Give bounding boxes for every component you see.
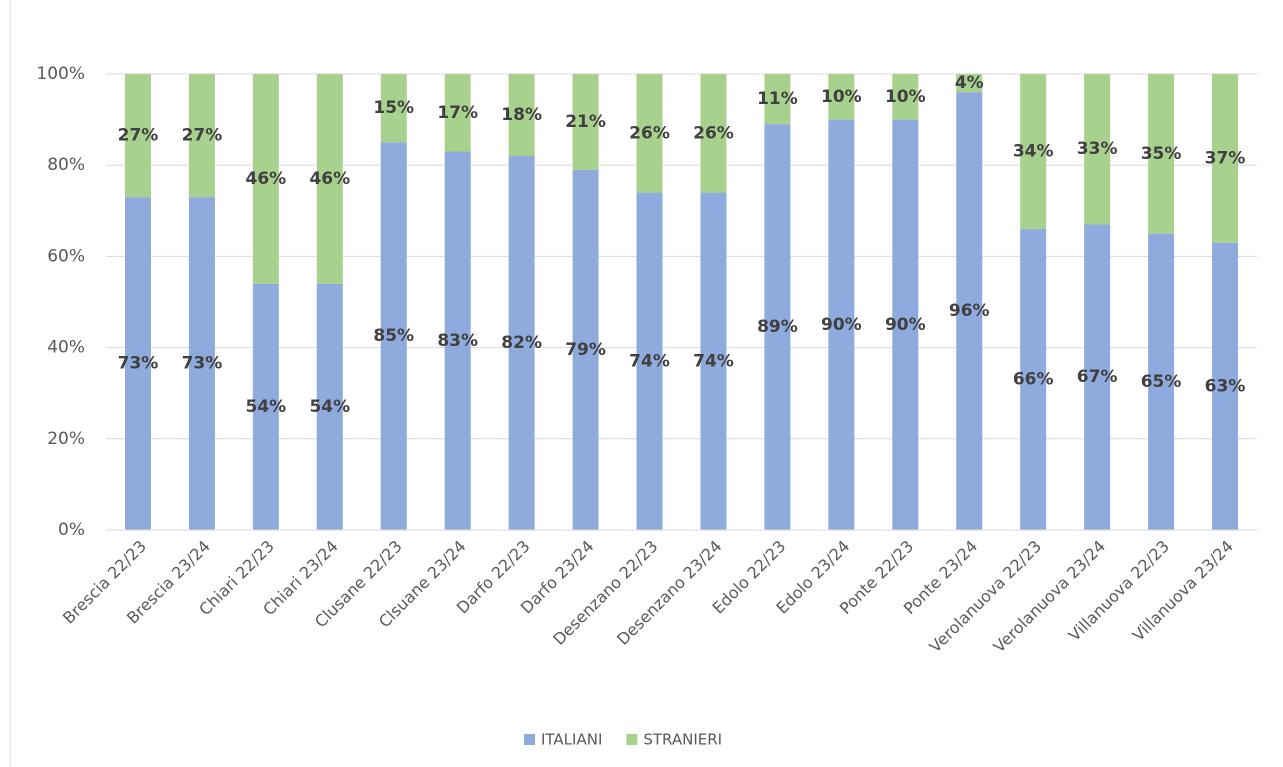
bar-segment xyxy=(124,74,151,198)
data-label: 37% xyxy=(1205,148,1246,168)
data-label: 35% xyxy=(1141,144,1182,164)
bar-segment xyxy=(508,74,535,157)
data-label: 11% xyxy=(757,89,798,109)
data-label: 83% xyxy=(437,331,478,351)
data-label: 46% xyxy=(246,169,287,189)
bar-segment xyxy=(764,74,791,125)
bar-segment xyxy=(572,74,599,170)
bar-segment xyxy=(764,124,791,530)
data-label: 4% xyxy=(955,73,984,93)
data-label: 79% xyxy=(565,340,606,360)
legend-swatch xyxy=(626,734,638,745)
bar-segment xyxy=(892,119,919,530)
y-tick-label: 40% xyxy=(47,338,85,358)
data-label: 27% xyxy=(182,126,223,146)
bar-segment xyxy=(956,74,983,93)
bar-segment xyxy=(1084,224,1111,531)
data-label: 82% xyxy=(501,333,542,353)
data-label: 34% xyxy=(1013,142,1054,162)
data-label: 65% xyxy=(1141,372,1182,392)
bar-segment xyxy=(444,74,471,152)
data-label: 63% xyxy=(1205,376,1246,396)
bar-segment xyxy=(1212,242,1239,530)
y-tick-label: 0% xyxy=(58,520,85,540)
data-label: 54% xyxy=(309,397,350,417)
bar-segment xyxy=(252,283,279,530)
bar-segment xyxy=(444,151,471,530)
data-label: 66% xyxy=(1013,370,1054,390)
bar-segment xyxy=(1148,233,1175,530)
data-label: 33% xyxy=(1077,139,1118,159)
data-label: 18% xyxy=(501,105,542,125)
bar-segment xyxy=(252,74,279,284)
legend-label: ITALIANI xyxy=(541,731,602,749)
data-label: 90% xyxy=(885,315,926,335)
bar-segment xyxy=(636,192,663,530)
bar-segment xyxy=(828,119,855,530)
data-label: 26% xyxy=(629,123,670,143)
legend-swatch xyxy=(524,734,535,745)
bar-segment xyxy=(380,142,407,530)
data-label: 17% xyxy=(437,103,478,123)
bar-segment xyxy=(636,74,663,193)
bar-segment xyxy=(316,283,343,530)
data-label: 73% xyxy=(182,354,223,374)
bar-segment xyxy=(1148,74,1175,234)
data-label: 85% xyxy=(373,326,414,346)
bar-segment xyxy=(1084,74,1111,225)
bar-segment xyxy=(828,74,855,120)
bar-segment xyxy=(1020,229,1047,531)
y-tick-label: 20% xyxy=(47,429,85,449)
bar-segment xyxy=(892,74,919,120)
bar-segment xyxy=(188,74,215,198)
bar-segment xyxy=(380,74,407,143)
bar-segment xyxy=(956,92,983,531)
data-label: 26% xyxy=(693,123,734,143)
data-label: 89% xyxy=(757,317,798,337)
data-label: 10% xyxy=(821,87,862,107)
bar-segment xyxy=(700,192,727,530)
data-label: 73% xyxy=(118,354,159,374)
data-label: 15% xyxy=(373,98,414,118)
legend-label: STRANIERI xyxy=(643,731,722,749)
bar-segment xyxy=(316,74,343,284)
bar-segment xyxy=(572,169,599,530)
y-tick-label: 60% xyxy=(47,246,85,266)
data-label: 27% xyxy=(118,126,159,146)
data-label: 54% xyxy=(246,397,287,417)
data-label: 74% xyxy=(693,351,734,371)
bar-segment xyxy=(124,197,151,530)
data-label: 74% xyxy=(629,351,670,371)
y-tick-label: 100% xyxy=(36,64,85,84)
bar-segment xyxy=(508,156,535,530)
bar-segment xyxy=(700,74,727,193)
data-label: 96% xyxy=(949,301,990,321)
y-tick-label: 80% xyxy=(47,155,85,175)
data-label: 90% xyxy=(821,315,862,335)
data-label: 46% xyxy=(309,169,350,189)
data-label: 67% xyxy=(1077,367,1118,387)
bar-segment xyxy=(1212,74,1239,243)
bar-segment xyxy=(1020,74,1047,230)
data-label: 10% xyxy=(885,87,926,107)
bar-segment xyxy=(188,197,215,530)
data-label: 21% xyxy=(565,112,606,132)
